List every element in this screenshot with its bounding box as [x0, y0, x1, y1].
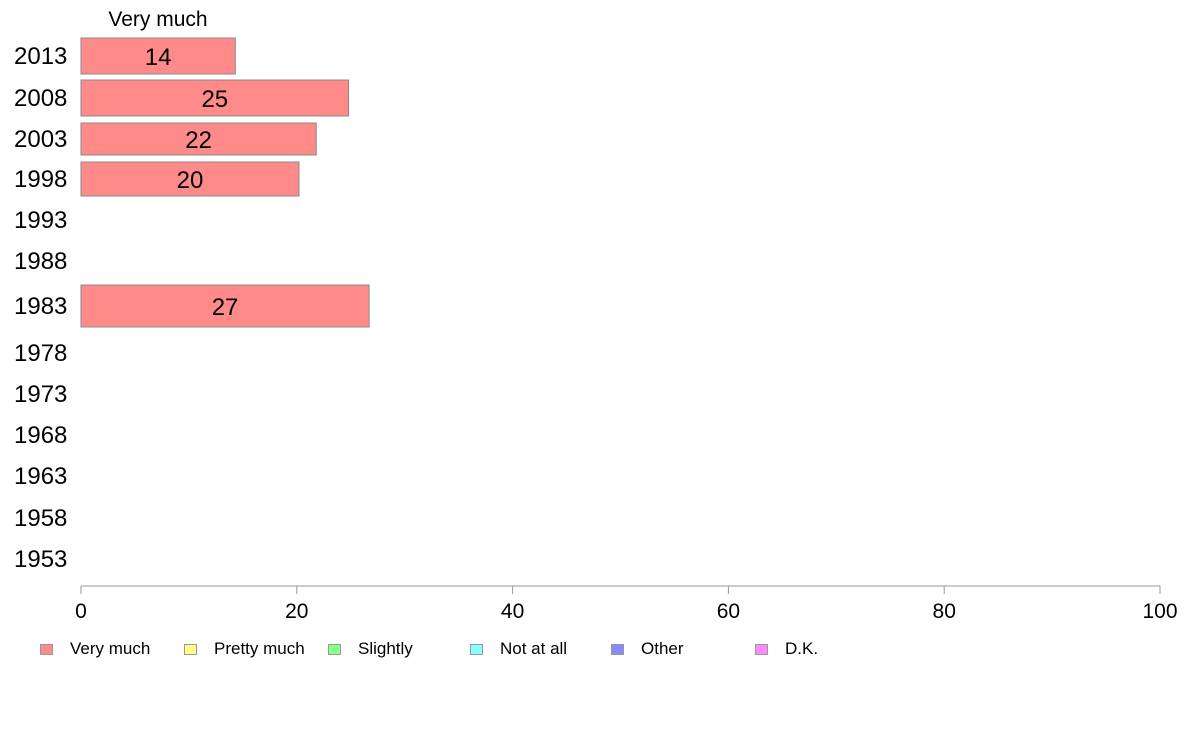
bar-value-label: 22: [185, 127, 212, 154]
legend-swatch: [328, 643, 341, 655]
stacked-bar-chart: Very much 2013 2008 2003 1998 1993 1988 1983 19…: [14, 8, 1178, 623]
legend-item: Other: [611, 639, 684, 659]
y-tick-label: 1993: [14, 207, 67, 234]
bar: [80, 79, 350, 117]
bar-value-labels: 14 25 22 20 27: [145, 44, 239, 321]
legend-label: D.K.: [785, 639, 819, 658]
legend-label: Other: [641, 639, 684, 658]
y-tick-label: 1953: [14, 546, 67, 573]
y-axis-labels: 2013 2008 2003 1998 1993 1988 1983 1978 1973 1968…: [14, 43, 67, 573]
legend: Very much Pretty much Slightly Not at all Ot…: [40, 639, 1140, 661]
x-tick-label: 100: [1142, 600, 1177, 623]
bar-value-label: 27: [212, 294, 239, 321]
bar: [80, 122, 317, 156]
x-tick-label: 40: [501, 600, 524, 623]
y-tick-label: 1998: [14, 166, 67, 193]
x-tick-label: 0: [75, 600, 87, 623]
bar: [80, 284, 370, 328]
bar-value-label: 20: [177, 167, 204, 194]
y-tick-label: 1968: [14, 422, 67, 449]
bar-value-label: 14: [145, 44, 172, 71]
legend-label: Slightly: [358, 639, 413, 658]
legend-swatch: [611, 643, 624, 655]
y-tick-label: 1978: [14, 340, 67, 367]
bar: [80, 37, 236, 75]
x-tick-label: 80: [933, 600, 956, 623]
y-tick-label: 2008: [14, 85, 67, 112]
y-tick-label: 1983: [14, 293, 67, 320]
series-header-label: Very much: [108, 8, 207, 31]
legend-swatch: [755, 643, 768, 655]
y-tick-label: 1973: [14, 381, 67, 408]
y-tick-label: 1963: [14, 463, 67, 490]
y-tick-label: 1958: [14, 505, 67, 532]
legend-item: Pretty much: [184, 639, 305, 659]
y-tick-label: 1988: [14, 248, 67, 275]
x-axis: 0 20 40 60 80 100: [75, 585, 1178, 623]
legend-item: D.K.: [755, 639, 818, 659]
x-tick-label: 60: [717, 600, 740, 623]
bars-group: [80, 37, 370, 328]
legend-label: Pretty much: [214, 639, 305, 658]
legend-item: Very much: [40, 639, 150, 659]
bar: [80, 161, 300, 197]
legend-item: Slightly: [328, 639, 413, 659]
legend-item: Not at all: [470, 639, 567, 659]
y-tick-label: 2013: [14, 43, 67, 70]
bar-value-label: 25: [201, 86, 228, 113]
legend-swatch: [40, 643, 53, 655]
legend-swatch: [470, 643, 483, 655]
legend-label: Not at all: [500, 639, 568, 658]
legend-swatch: [184, 643, 197, 655]
legend-label: Very much: [70, 639, 151, 658]
y-tick-label: 2003: [14, 126, 67, 153]
x-tick-label: 20: [285, 600, 308, 623]
